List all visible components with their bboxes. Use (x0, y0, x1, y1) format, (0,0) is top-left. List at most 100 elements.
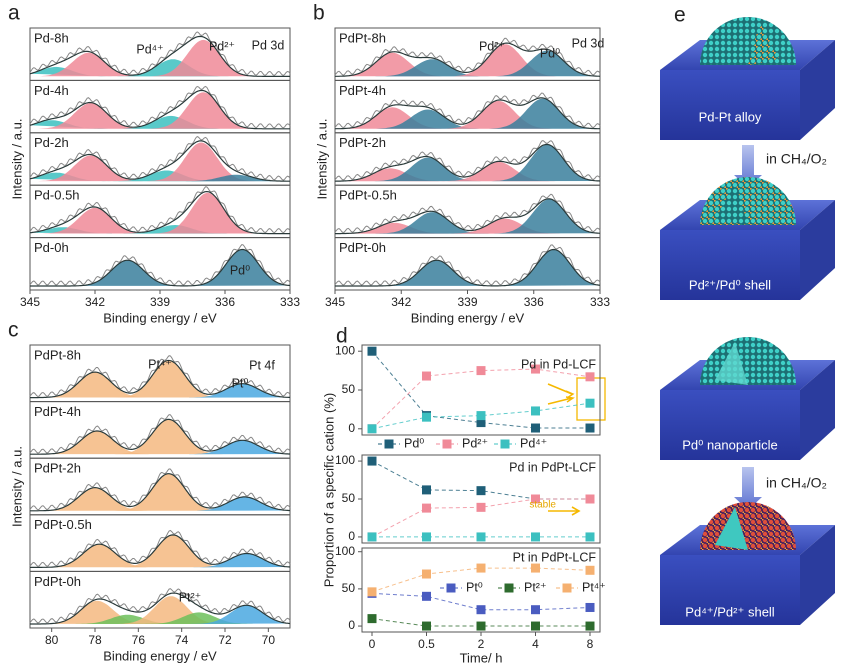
series-line (371, 498, 590, 538)
data-point (476, 563, 486, 573)
x-tick-label: 76 (132, 633, 146, 647)
spectrum-label: PdPt-8h (34, 347, 81, 362)
y-tick-label: 100 (335, 544, 355, 558)
step-arrow (734, 467, 762, 510)
peak (440, 161, 556, 182)
particle (700, 17, 796, 65)
legend-marker (500, 439, 510, 449)
y-axis-label: Intensity / a.u. (314, 119, 329, 200)
fit-envelope (30, 534, 291, 568)
peak (496, 249, 600, 286)
x-tick-label: 333 (280, 295, 300, 309)
annotation: Pt⁴⁺ (148, 357, 172, 371)
peak (485, 98, 600, 129)
y-tick-label: 0 (348, 421, 355, 435)
block-front (660, 390, 800, 460)
y-tick-label: 100 (335, 453, 355, 467)
fit-envelope (335, 42, 601, 77)
fit-envelope (30, 248, 291, 287)
block-side (800, 525, 835, 625)
peak (489, 50, 600, 77)
panel-letter: d (336, 325, 348, 348)
peak (38, 372, 152, 398)
annotation: Pt²⁺ (179, 590, 202, 604)
data-point (585, 532, 595, 542)
peak (190, 605, 290, 624)
peak (114, 596, 228, 624)
tile-label: Pd⁴⁺/Pd²⁺ shell (685, 604, 775, 619)
peak (335, 107, 450, 129)
tile-label: Pd⁰ nanoparticle (682, 437, 778, 452)
peak (112, 360, 226, 398)
peak (374, 212, 490, 234)
spectrum-label: PdPt-2h (34, 461, 81, 476)
spectrum-label: Pd-4h (34, 83, 69, 98)
fit-envelope (335, 248, 601, 287)
peak (190, 553, 290, 568)
peak (440, 100, 556, 129)
legend-label: Pd⁰ (404, 436, 424, 450)
y-tick-label: 50 (342, 581, 356, 595)
peak (38, 487, 152, 511)
fit-envelope (30, 473, 290, 512)
step-label: in CH₄/O₂ (766, 475, 827, 491)
data-point (476, 621, 486, 631)
raw-trace (29, 31, 291, 76)
data-point (531, 494, 540, 504)
data-point (367, 587, 377, 597)
spectrum-label: Pd-8h (34, 30, 69, 45)
particle-cut (715, 507, 748, 550)
peak (370, 109, 486, 129)
legend-marker (384, 439, 394, 449)
data-point (476, 366, 486, 376)
data-point (367, 346, 377, 356)
x-tick-label: 339 (457, 295, 477, 309)
spectrum-label: PdPt-8h (339, 30, 386, 45)
peak (447, 44, 563, 77)
peak (146, 39, 260, 77)
peak (32, 52, 145, 77)
annotation: Pd⁰ (540, 46, 560, 60)
x-tick-label: 345 (325, 295, 345, 309)
data-point (422, 412, 431, 422)
legend-label: Pt²⁺ (524, 580, 547, 594)
fit-envelope (335, 198, 601, 235)
data-point (531, 406, 540, 416)
data-point (531, 621, 540, 631)
panel-letter: c (8, 319, 19, 342)
data-point (476, 502, 486, 512)
block-side (800, 360, 835, 460)
y-axis-label: Intensity / a.u. (9, 119, 24, 200)
fit-envelope (29, 140, 290, 182)
spectrum-frame (29, 570, 291, 629)
spectrum-label: PdPt-0h (339, 240, 386, 255)
fit-envelope (334, 143, 601, 182)
y-axis-label: Proportion of a specific cation (%) (321, 393, 336, 587)
fit-envelope (29, 35, 290, 77)
peak (116, 59, 230, 77)
arrow-head (565, 390, 575, 403)
tile-label: Pd²⁺/Pd⁰ shell (689, 277, 771, 292)
data-point (367, 456, 377, 466)
legend-label: Pd²⁺ (462, 436, 488, 450)
data-point (367, 532, 377, 542)
data-point (476, 486, 486, 496)
raw-trace (29, 244, 291, 286)
peak (40, 600, 154, 624)
spectrum-label: PdPt-0.5h (34, 517, 92, 532)
peak (491, 199, 600, 234)
y-tick-label: 100 (335, 343, 355, 357)
x-tick-label: 80 (45, 633, 59, 647)
legend-label: Pt⁰ (466, 580, 483, 594)
data-point (531, 532, 540, 542)
peak (370, 157, 486, 182)
raw-trace (29, 136, 291, 181)
peak (110, 170, 223, 182)
spectrum-label: PdPt-0.5h (339, 188, 397, 203)
data-point (422, 532, 431, 542)
data-point (422, 371, 431, 381)
raw-trace (29, 355, 291, 398)
x-tick-label: 70 (262, 633, 276, 647)
legend-marker (442, 439, 452, 449)
